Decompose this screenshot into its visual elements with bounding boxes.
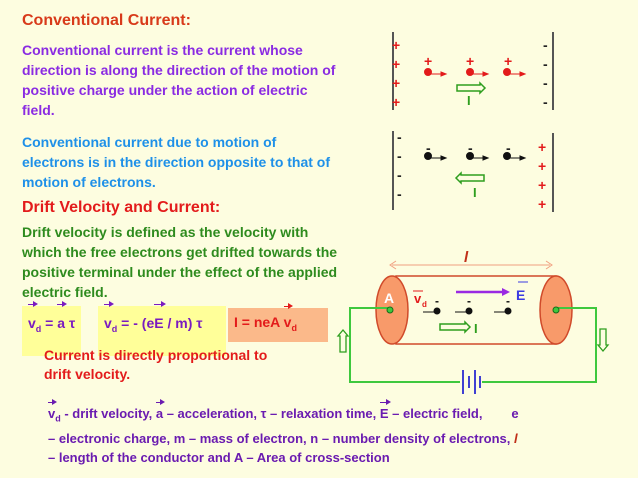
positive-charge-diagram: + + + + + + + - - - - I — [392, 32, 554, 110]
a-symbol: a — [155, 399, 166, 421]
tau: τ — [65, 315, 76, 331]
current-down-arrow — [596, 328, 610, 353]
svg-text:+: + — [424, 53, 432, 69]
area-label: A — [384, 290, 394, 306]
svg-text:+: + — [538, 196, 546, 212]
formula-text: I = neA — [234, 314, 284, 330]
svg-text:-: - — [543, 75, 548, 91]
battery-icon — [462, 370, 481, 394]
vd-subscript: d — [35, 323, 42, 334]
current-up-arrow — [336, 328, 350, 353]
svg-text:-: - — [543, 94, 548, 110]
heading-conventional-current: Conventional Current: — [22, 12, 191, 29]
vd-symbol: v — [48, 399, 58, 421]
vd-subscript: d — [291, 322, 297, 333]
formula-vd-eE-m: vd = - (eE / m) τ — [98, 301, 226, 356]
equals: = — [41, 315, 58, 331]
formula-i-neavd: I = neA vd — [228, 303, 328, 342]
svg-text:-: - — [506, 140, 511, 156]
footnote-line-2: – electronic charge, m – mass of electro… — [48, 429, 588, 448]
vd-symbol: v — [104, 301, 114, 340]
svg-text:+: + — [392, 94, 400, 110]
svg-text:+: + — [392, 56, 400, 72]
svg-text:+: + — [538, 177, 546, 193]
svg-text:-: - — [543, 56, 548, 72]
e-field-label: E — [516, 287, 525, 303]
svg-text:-: - — [397, 186, 402, 202]
footnote-text: – electronic charge, m – mass of electro… — [48, 430, 514, 446]
e-field-symbol: E — [154, 301, 167, 340]
vd-symbol: v — [283, 303, 294, 336]
footnote-text: – acceleration, τ – relaxation time, — [163, 406, 380, 421]
footnote: vd - drift velocity, a – acceleration, τ… — [48, 399, 588, 467]
svg-text:+: + — [392, 75, 400, 91]
formula-text: = - (e — [117, 315, 155, 331]
footnote-line-1: vd - drift velocity, a – acceleration, τ… — [48, 399, 588, 429]
electron-current-note: Conventional current due to motion of el… — [22, 134, 331, 190]
svg-text:-: - — [397, 148, 402, 164]
svg-text:+: + — [466, 53, 474, 69]
svg-text:-: - — [426, 140, 431, 156]
a-symbol: a — [57, 301, 67, 340]
svg-text:-: - — [397, 129, 402, 145]
heading-drift-velocity: Drift Velocity and Current: — [22, 199, 221, 216]
svg-text:-: - — [467, 294, 471, 308]
svg-text:-: - — [468, 140, 473, 156]
vd-label: v — [414, 291, 422, 306]
footnote-text: - drift velocity, — [60, 406, 156, 421]
svg-text:+: + — [392, 37, 400, 53]
vd-symbol: v — [28, 301, 38, 340]
vd-subscript: d — [55, 413, 61, 424]
length-label: l — [464, 249, 469, 266]
svg-text:+: + — [538, 139, 546, 155]
proportional-note: Current is directly proportional to drif… — [44, 347, 268, 382]
footnote-text: – electric field, e — [388, 406, 519, 421]
vd-sub-label: d — [422, 300, 427, 309]
svg-text:+: + — [504, 53, 512, 69]
length-symbol: l — [513, 430, 518, 446]
vd-subscript: d — [111, 323, 118, 334]
conductor-diagram: l A E v d - - - I — [336, 249, 610, 394]
formula-vd-a-tau: vd = a τ — [22, 301, 82, 356]
svg-text:-: - — [397, 167, 402, 183]
svg-text:-: - — [543, 37, 548, 53]
conventional-current-definition: Conventional current is the current whos… — [22, 42, 336, 118]
current-label: I — [473, 185, 477, 200]
e-field-symbol: E — [379, 399, 391, 421]
svg-text:-: - — [506, 294, 510, 308]
svg-text:+: + — [538, 158, 546, 174]
current-label: I — [474, 321, 478, 336]
formula-text: / m) τ — [163, 315, 203, 331]
footnote-line-3: – length of the conductor and A – Area o… — [48, 449, 390, 465]
drift-velocity-definition: Drift velocity is defined as the velocit… — [22, 224, 338, 300]
svg-text:-: - — [435, 294, 439, 308]
current-label: I — [467, 93, 471, 108]
electron-diagram: - - - - - - - + + + + I — [392, 129, 554, 212]
